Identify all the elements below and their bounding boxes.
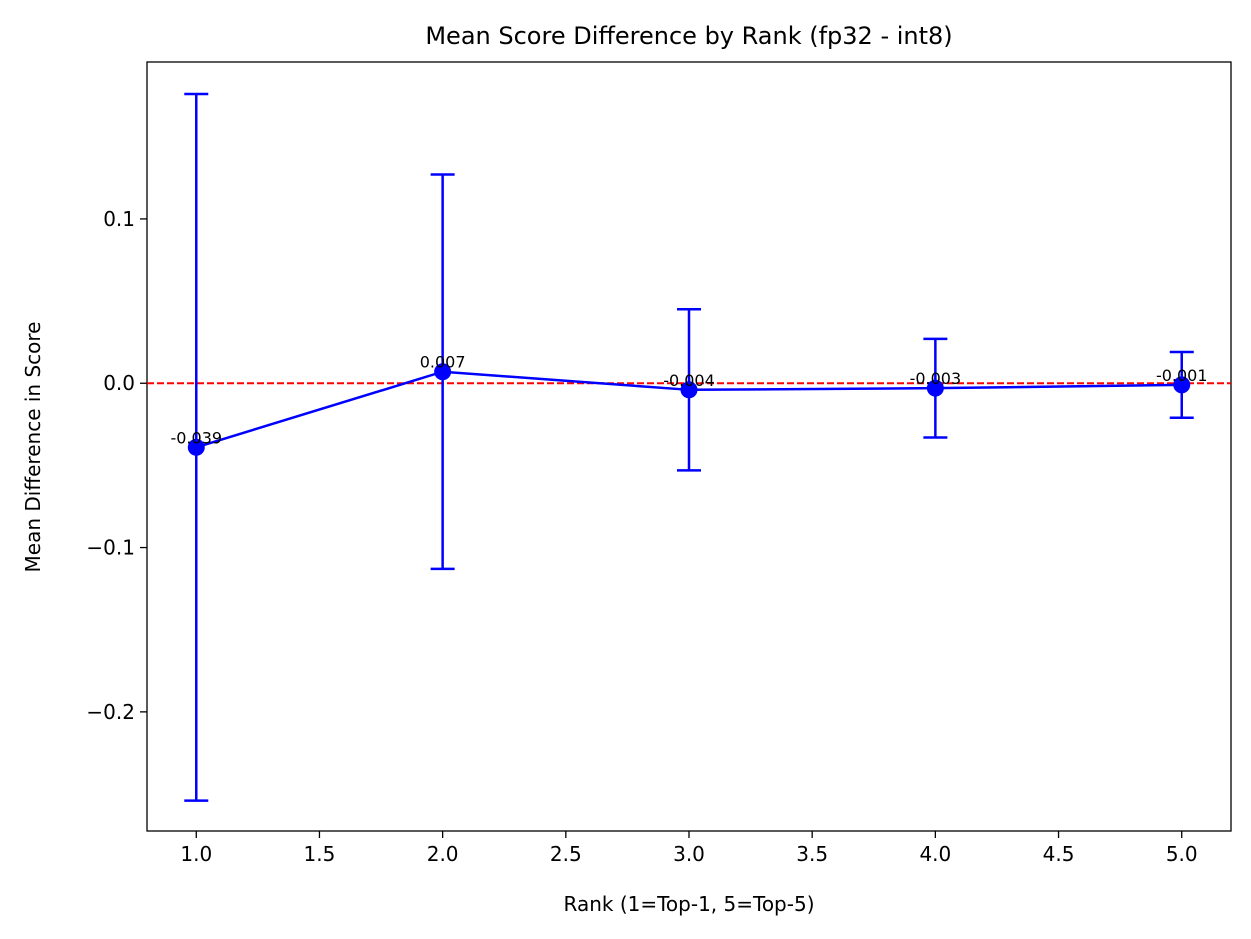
data-label: -0.003 (910, 369, 962, 388)
data-label: 0.007 (420, 353, 466, 372)
data-label: -0.004 (663, 371, 715, 390)
y-tick-label: −0.1 (86, 536, 135, 560)
data-point (926, 379, 944, 397)
plot-area: 1.0 1.5 2.0 2.5 3.0 3.5 4.0 4.5 5.0 −0.2 −0.1 0.0 0.… (86, 61, 1232, 866)
y-tick-label: 0.0 (103, 371, 135, 395)
x-tick-label: 4.5 (1043, 842, 1075, 866)
data-point (680, 381, 698, 399)
x-tick-label: 2.0 (427, 842, 459, 866)
data-point (434, 363, 452, 381)
x-tick-label: 1.0 (180, 842, 212, 866)
y-axis-label: Mean Difference in Score (21, 322, 45, 573)
x-tick-label: 5.0 (1166, 842, 1198, 866)
data-point (187, 438, 205, 456)
data-point (1173, 376, 1191, 394)
y-tick-label: −0.2 (86, 700, 135, 724)
chart-title: Mean Score Difference by Rank (fp32 - in… (425, 22, 952, 50)
x-tick-label: 4.0 (919, 842, 951, 866)
x-tick-label: 3.5 (796, 842, 828, 866)
x-axis-label: Rank (1=Top-1, 5=Top-5) (564, 892, 815, 916)
y-tick-label: 0.1 (103, 207, 135, 231)
x-tick-label: 1.5 (304, 842, 336, 866)
x-tick-label: 2.5 (550, 842, 582, 866)
data-label: -0.039 (170, 428, 222, 447)
data-label: -0.001 (1156, 366, 1208, 385)
x-tick-label: 3.0 (673, 842, 705, 866)
